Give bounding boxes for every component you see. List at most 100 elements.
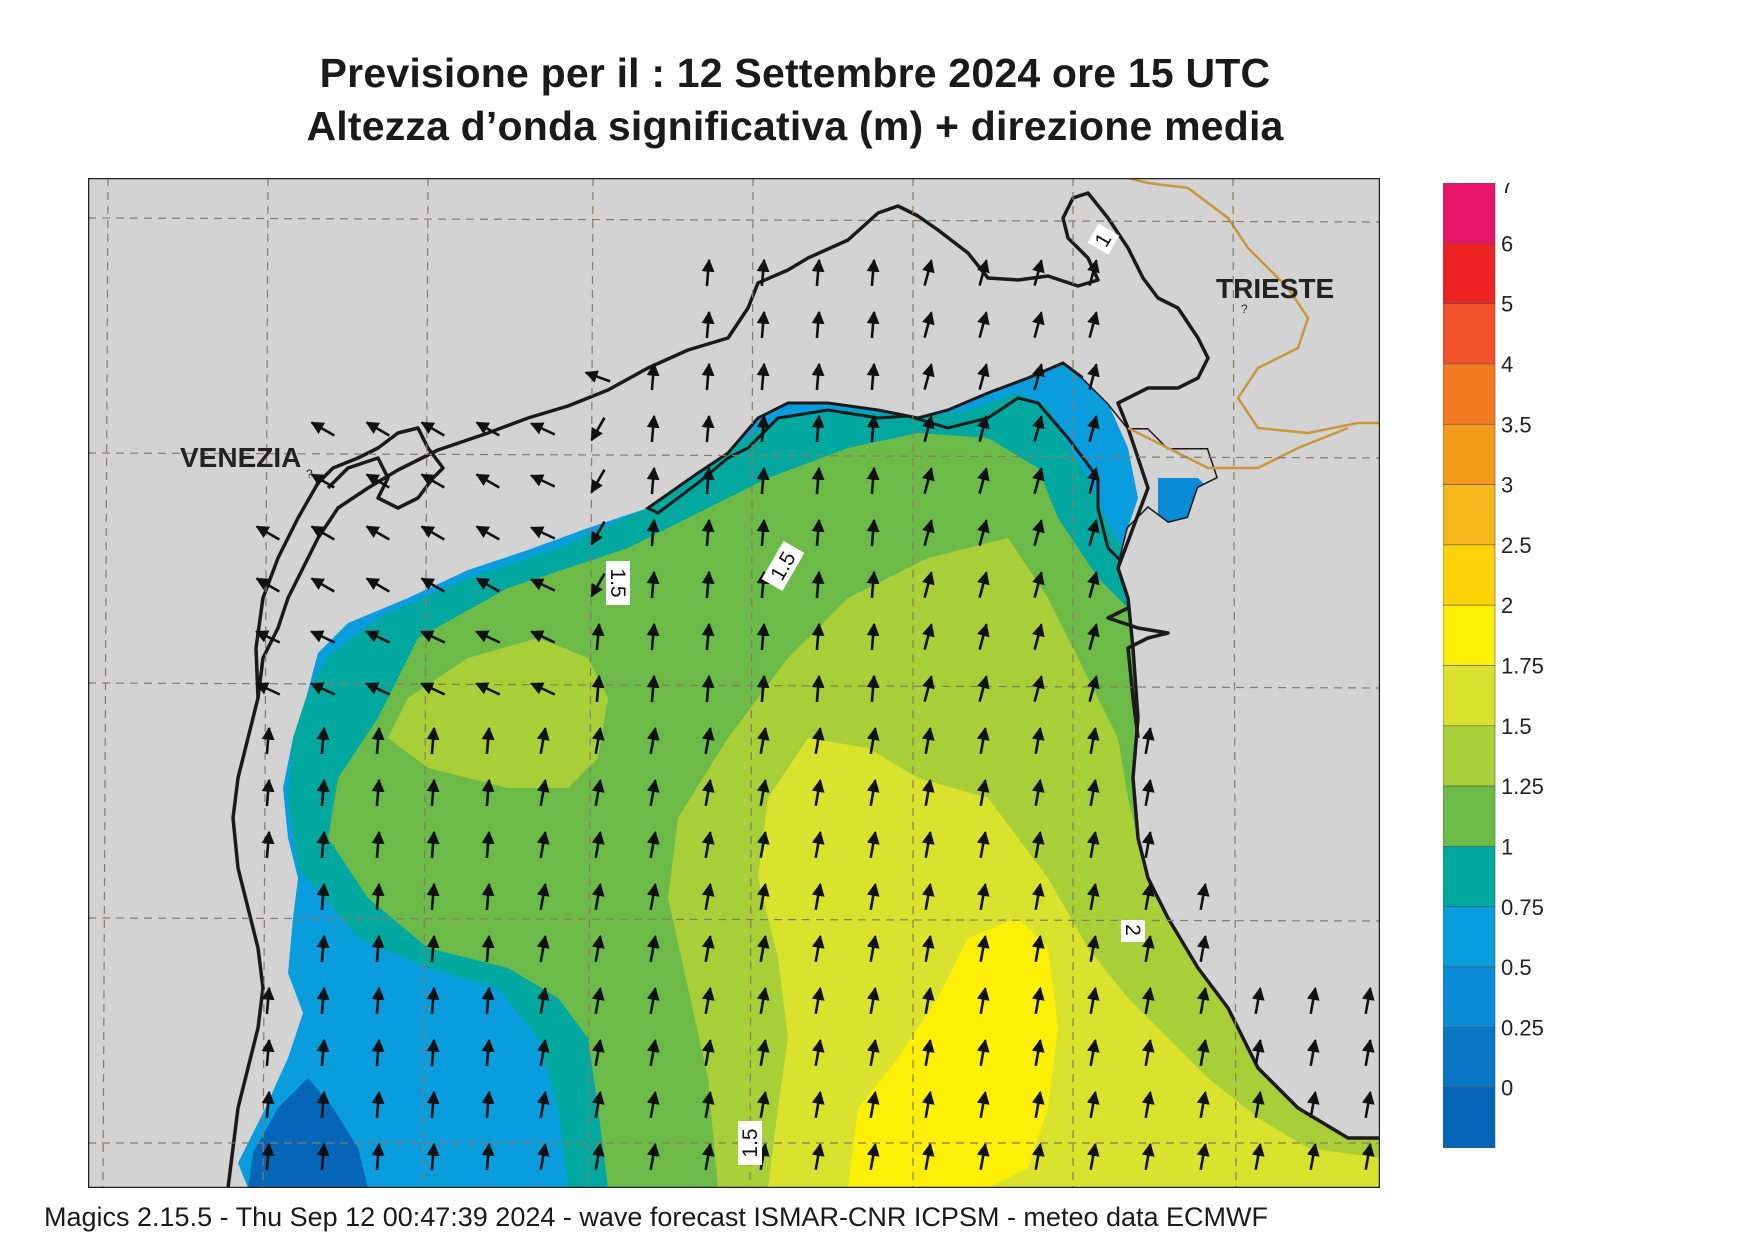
direction-arrow	[811, 414, 825, 443]
direction-arrow	[590, 521, 606, 546]
legend-swatch	[1442, 243, 1496, 304]
direction-arrow	[811, 934, 825, 963]
direction-arrow	[1361, 1142, 1375, 1171]
direction-arrow	[977, 363, 990, 390]
direction-arrow	[866, 726, 880, 755]
direction-arrow	[646, 674, 660, 703]
direction-arrow	[426, 1038, 440, 1067]
direction-arrow	[1031, 830, 1045, 859]
direction-arrow	[590, 417, 606, 442]
direction-arrow	[756, 310, 770, 339]
direction-arrow	[371, 1038, 385, 1067]
forecast-title: Previsione per il : 12 Settembre 2024 or…	[319, 50, 1271, 96]
direction-arrow	[420, 473, 445, 489]
direction-arrow	[475, 473, 500, 489]
direction-arrow	[756, 622, 770, 651]
direction-arrow	[530, 682, 556, 696]
direction-arrow	[426, 726, 440, 755]
direction-arrow	[1141, 778, 1155, 807]
direction-arrow	[316, 986, 330, 1015]
direction-arrow	[1032, 311, 1045, 338]
direction-arrow	[1306, 986, 1320, 1015]
direction-arrow	[255, 630, 281, 644]
direction-arrow	[261, 1142, 275, 1171]
direction-arrow	[420, 421, 445, 437]
direction-arrow	[701, 518, 715, 547]
direction-arrow	[1087, 363, 1100, 390]
direction-arrow	[365, 682, 391, 696]
legend-swatch	[1442, 966, 1496, 1028]
direction-arrow	[584, 370, 611, 383]
wave-zone-0-0.25	[248, 1078, 368, 1188]
direction-arrow	[701, 778, 715, 807]
direction-arrow	[1196, 934, 1210, 963]
map-border	[88, 178, 1380, 1188]
legend-tick-label: 3.5	[1501, 412, 1532, 437]
direction-arrow	[921, 934, 935, 963]
direction-arrow	[310, 473, 335, 489]
direction-arrow	[921, 726, 935, 755]
direction-arrow	[371, 1090, 385, 1119]
legend-tick-label: 6	[1501, 231, 1513, 256]
legend-swatch	[1442, 1027, 1496, 1088]
direction-arrow	[316, 1090, 330, 1119]
direction-arrow	[922, 363, 935, 390]
direction-arrow	[481, 882, 495, 911]
direction-arrow	[922, 415, 935, 442]
direction-arrow	[866, 570, 880, 599]
direction-arrow	[426, 1090, 440, 1119]
direction-arrow	[701, 726, 715, 755]
direction-arrow	[866, 466, 880, 495]
direction-arrow	[591, 622, 605, 651]
land-east	[1083, 258, 1380, 1138]
wave-height-map: 1 1.5 1.5 2 1.5 VENEZIA TRIESTE ? ?	[88, 178, 1380, 1188]
direction-arrow	[701, 570, 715, 599]
land-west	[88, 778, 258, 1188]
direction-arrow	[536, 882, 550, 911]
direction-arrow	[1031, 1038, 1045, 1067]
lat-lon-grid	[88, 178, 1380, 1188]
direction-arrow	[481, 830, 495, 859]
direction-arrow	[536, 778, 550, 807]
direction-arrow	[701, 1142, 715, 1171]
direction-arrow	[536, 1038, 550, 1067]
direction-arrow	[1031, 934, 1045, 963]
direction-arrow	[426, 934, 440, 963]
direction-arrow	[701, 414, 715, 443]
direction-arrow	[536, 1090, 550, 1119]
direction-arrow	[1306, 1038, 1320, 1067]
legend-tick-label: 2	[1501, 593, 1513, 618]
direction-arrow	[756, 726, 770, 755]
direction-arrow	[316, 1038, 330, 1067]
direction-arrow	[1141, 986, 1155, 1015]
direction-arrow	[365, 525, 390, 541]
legend-swatch	[1442, 906, 1496, 968]
legend-tick-label: 0.25	[1501, 1015, 1544, 1040]
direction-arrow	[756, 1038, 770, 1067]
contour-label-1: 1	[1087, 223, 1120, 255]
direction-arrow	[371, 882, 385, 911]
direction-arrow	[591, 934, 605, 963]
direction-arrow	[646, 1090, 660, 1119]
direction-arrow	[310, 421, 335, 437]
direction-arrow	[536, 1142, 550, 1171]
legend-tick-label: 0.75	[1501, 895, 1544, 920]
coastline-west	[226, 737, 265, 1188]
legend-tick-label: 0.5	[1501, 955, 1532, 980]
direction-arrow	[371, 830, 385, 859]
direction-arrow	[866, 1090, 880, 1119]
direction-arrow	[1087, 571, 1100, 598]
legend-tick-label: 2.5	[1501, 533, 1532, 558]
direction-arrow	[591, 830, 605, 859]
direction-arrow	[922, 675, 935, 702]
direction-arrow	[530, 474, 556, 488]
direction-arrow	[977, 415, 990, 442]
direction-arrow	[701, 882, 715, 911]
legend-swatch	[1442, 846, 1496, 908]
direction-arrow	[646, 830, 660, 859]
direction-arrow	[866, 1038, 880, 1067]
legend-swatch	[1442, 484, 1496, 546]
direction-arrow	[590, 469, 606, 494]
direction-arrow	[811, 1090, 825, 1119]
direction-arrow	[481, 1142, 495, 1171]
